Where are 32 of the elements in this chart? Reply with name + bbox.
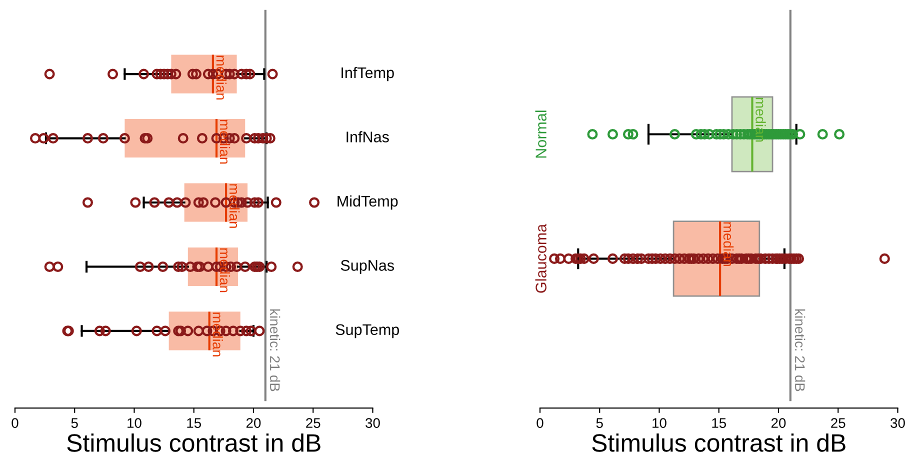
y-tick-label: SupTemp: [336, 324, 399, 338]
x-tick-label: 25: [306, 418, 320, 428]
x-tick-label: 25: [831, 418, 846, 428]
annotation: median: [216, 56, 226, 100]
annotation: median: [220, 120, 230, 164]
x-tick-label: 5: [596, 418, 603, 428]
x-tick-label: 0: [12, 418, 18, 428]
x-tick-label: 15: [187, 418, 201, 428]
annotation: median: [220, 248, 230, 292]
x-tick-label: 0: [536, 418, 544, 428]
x-axis-title: Stimulus contrast in dB: [67, 433, 320, 452]
y-tick-label: Normal: [535, 110, 546, 158]
y-tick-label: MidTemp: [338, 195, 398, 210]
x-tick-label: 30: [366, 418, 380, 428]
x-tick-label: 30: [890, 418, 905, 428]
x-tick-label: 5: [71, 418, 78, 428]
x-tick-label: 15: [712, 418, 726, 428]
y-tick-label: SupNas: [340, 260, 394, 274]
ref-line-label: kinetic: 21 dB: [794, 309, 806, 392]
x-tick-label: 20: [771, 418, 786, 428]
x-tick-label: 10: [128, 418, 142, 428]
y-tick-label: InfNas: [346, 131, 389, 142]
x-axis-title: Stimulus contrast in dB: [592, 433, 846, 452]
y-tick-label: Glaucoma: [535, 224, 546, 293]
x-tick-label: 20: [246, 418, 261, 428]
annotation: median: [212, 312, 223, 356]
x-tick-label: 10: [652, 418, 666, 428]
y-tick-label: InfTemp: [342, 66, 394, 82]
annotation: median: [756, 98, 766, 142]
annotation: median: [229, 184, 240, 228]
annotation: median: [723, 222, 734, 266]
ref-line-label: kinetic: 21 dB: [270, 309, 280, 392]
